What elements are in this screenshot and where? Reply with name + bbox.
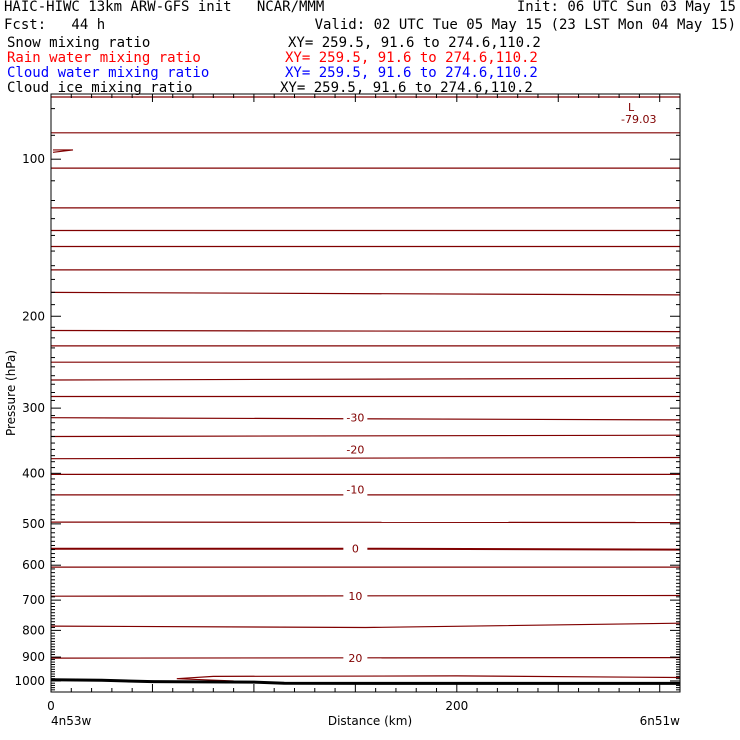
contour-line [50,377,681,381]
header-init-time: Init: 06 UTC Sun 03 May 15 [516,0,736,15]
y-tick-label: 100 [22,152,45,166]
y-tick-label: 300 [22,401,45,415]
contour-label-gap [343,589,368,603]
field-label-rain: Rain water mixing ratio [7,50,201,66]
header-forecast-hour: Fcst: 44 h [4,17,106,33]
contour-line [50,622,681,629]
y-tick-label: 400 [22,466,45,480]
y-tick-label: 800 [22,623,45,637]
contour-label: -30 [346,412,364,425]
x-endpoint-right: 6n51w [640,714,681,728]
field-xy-rain: XY= 259.5, 91.6 to 274.6,110.2 [285,50,538,66]
low-marker-tick [52,149,74,153]
y-tick-label: 200 [22,309,45,323]
y-tick-label: 1000 [14,674,45,688]
field-xy-cloud-ice: XY= 259.5, 91.6 to 274.6,110.2 [280,80,533,96]
contour-label-gap [343,651,368,665]
terrain-line [50,678,680,685]
x-tick-label: 0 [47,699,55,713]
contour-label: 0 [352,543,359,556]
field-label-cloud-ice: Cloud ice mixing ratio [7,80,193,96]
x-axis-label: Distance (km) [328,714,412,728]
contour-line [176,675,681,682]
field-label-snow: Snow mixing ratio [7,35,151,51]
field-xy-snow: XY= 259.5, 91.6 to 274.6,110.2 [288,35,541,51]
header-title-left: HAIC-HIWC 13km ARW-GFS init NCAR/MMM [4,0,325,15]
plot-frame [50,93,681,693]
y-tick-label: 700 [22,593,45,607]
low-marker-value: -79.03 [621,113,656,126]
contour-label: -20 [346,443,364,456]
contour-label-gap [343,482,368,496]
header-valid-time: Valid: 02 UTC Tue 05 May 15 (23 LST Mon … [314,17,736,33]
contour-line [50,456,681,460]
contour-label: 20 [348,652,362,665]
y-tick-label: 500 [22,517,45,531]
contour-label-gap [343,442,368,456]
y-tick-label: 600 [22,558,45,572]
contour-line [50,329,681,333]
contour-line [50,291,681,296]
field-label-cloud-water: Cloud water mixing ratio [7,65,210,81]
x-endpoint-left: 4n53w [51,714,92,728]
contour-label: -10 [346,484,364,497]
y-tick-label: 900 [22,650,45,664]
x-tick-label: 200 [445,699,468,713]
contour-label: 10 [348,590,362,603]
field-xy-cloud-water: XY= 259.5, 91.6 to 274.6,110.2 [285,65,538,81]
contour-line [50,434,681,438]
contour-label-gap [343,410,368,424]
y-axis-label: Pressure (hPa) [4,350,18,436]
low-marker-symbol: L [628,101,635,114]
contour-label-gap [343,541,368,555]
